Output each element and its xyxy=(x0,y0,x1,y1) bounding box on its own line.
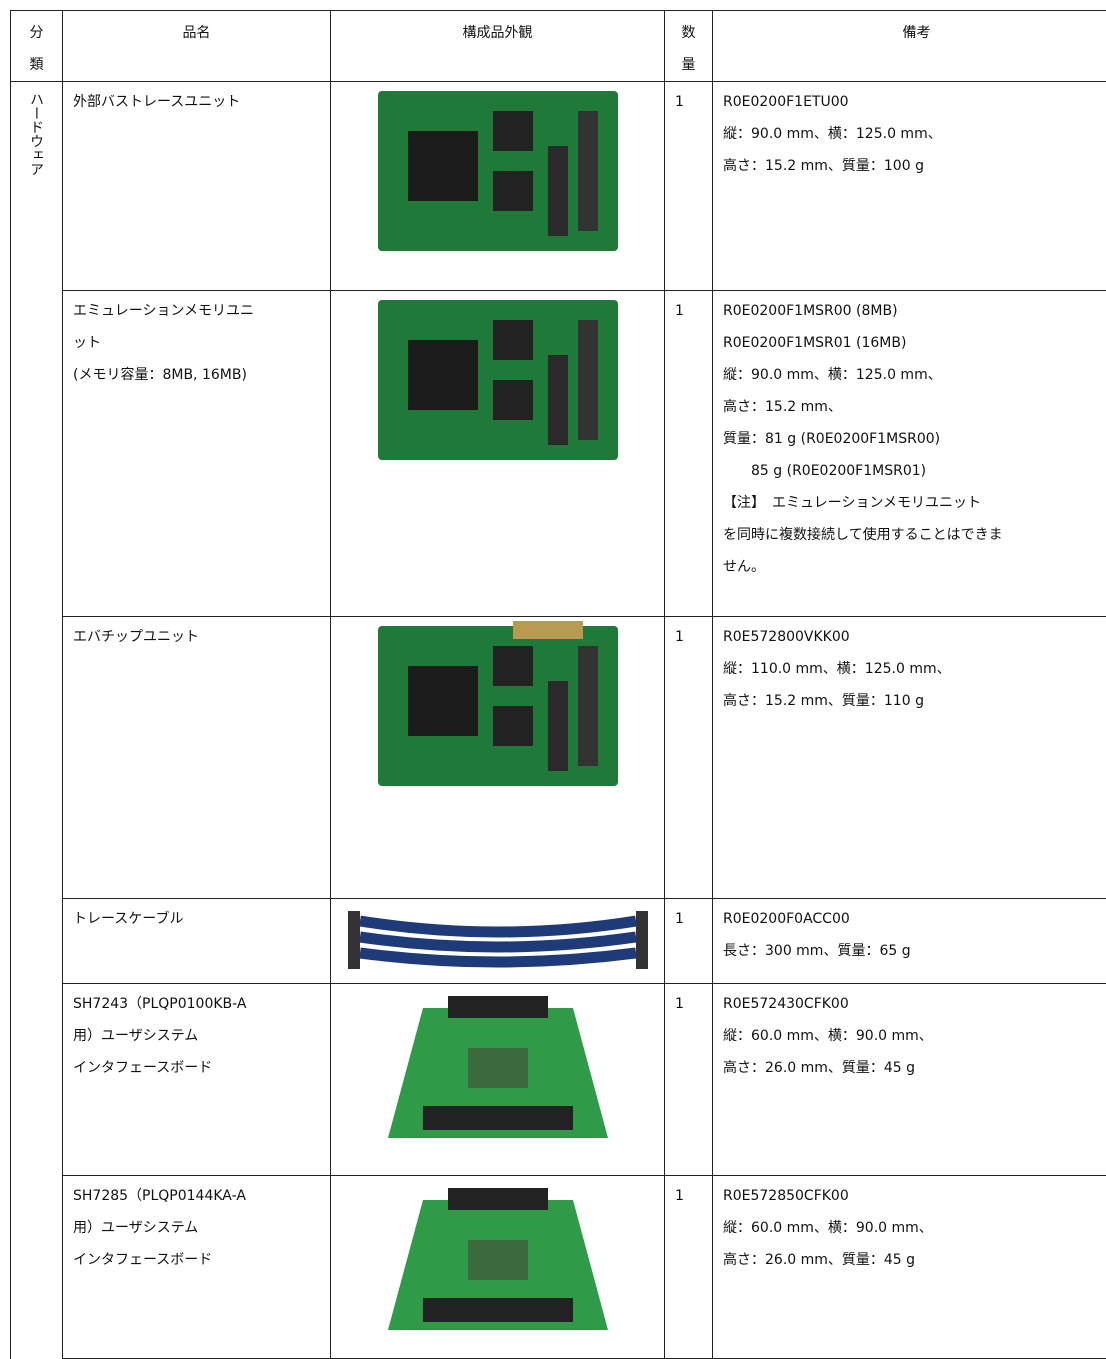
qty-cell: 1 xyxy=(665,984,713,1176)
remark-line: 縦：60.0 mm、横：90.0 mm、 xyxy=(723,1020,1106,1052)
product-photo xyxy=(363,295,633,465)
name-line: エミュレーションメモリユニ xyxy=(73,295,320,327)
category-cell: ハードウェア xyxy=(11,82,63,1359)
header-text: 数量 xyxy=(682,17,696,81)
remark-line: R0E0200F1MSR01 (16MB) xyxy=(723,327,1106,359)
header-text: 備考 xyxy=(903,25,931,41)
remark-line: R0E0200F1MSR00 (8MB) xyxy=(723,295,1106,327)
qty-text: 1 xyxy=(675,295,702,327)
header-cell: 品名 xyxy=(63,11,331,82)
remark-line: 高さ：15.2 mm、質量：110 g xyxy=(723,685,1106,717)
name-cell: 外部バストレースユニット xyxy=(63,82,331,291)
name-cell: トレースケーブル xyxy=(63,899,331,984)
qty-cell: 1 xyxy=(665,899,713,984)
name-line: トレースケーブル xyxy=(73,903,320,935)
header-cell: 備考 xyxy=(713,11,1106,82)
remark-line: R0E572430CFK00 xyxy=(723,988,1106,1020)
name-line: 用）ユーザシステム xyxy=(73,1212,320,1244)
qty-cell: 1 xyxy=(665,617,713,899)
remark-line: 縦：90.0 mm、横：125.0 mm、 xyxy=(723,359,1106,391)
remark-line: 高さ：15.2 mm、質量：100 g xyxy=(723,150,1106,182)
name-line: (メモリ容量：8MB, 16MB) xyxy=(73,359,320,391)
name-line: ット xyxy=(73,327,320,359)
name-line: 用）ユーザシステム xyxy=(73,1020,320,1052)
remark-line: 縦：60.0 mm、横：90.0 mm、 xyxy=(723,1212,1106,1244)
remark-line: R0E572800VKK00 xyxy=(723,621,1106,653)
qty-cell: 1 xyxy=(665,82,713,291)
header-text: 構成品外観 xyxy=(463,25,533,41)
header-row: 分類 品名 構成品外観 数量 備考 xyxy=(11,11,1106,82)
qty-text: 1 xyxy=(675,903,702,935)
product-photo xyxy=(348,903,648,975)
remark-line: 高さ：26.0 mm、質量：45 g xyxy=(723,1244,1106,1276)
header-cell: 構成品外観 xyxy=(331,11,665,82)
product-photo xyxy=(363,86,633,256)
product-photo xyxy=(363,988,633,1158)
header-cell: 分類 xyxy=(11,11,63,82)
name-line: SH7285（PLQP0144KA-A xyxy=(73,1180,320,1212)
name-line: インタフェースボード xyxy=(73,1052,320,1084)
remark-line: せん。 xyxy=(723,551,1106,583)
remarks-cell: R0E0200F1MSR00 (8MB)R0E0200F1MSR01 (16MB… xyxy=(713,291,1106,617)
remark-line: 質量：81 g (R0E0200F1MSR00) xyxy=(723,423,1106,455)
remark-line: 高さ：26.0 mm、質量：45 g xyxy=(723,1052,1106,1084)
qty-text: 1 xyxy=(675,86,702,118)
image-cell xyxy=(331,899,665,984)
qty-cell: 1 xyxy=(665,291,713,617)
parts-table: 分類 品名 構成品外観 数量 備考 ハードウェア 外部バストレースユニット 1 R0E… xyxy=(10,10,1106,1359)
remark-line: 縦：110.0 mm、横：125.0 mm、 xyxy=(723,653,1106,685)
remark-line: 縦：90.0 mm、横：125.0 mm、 xyxy=(723,118,1106,150)
remark-line: を同時に複数接続して使用することはできま xyxy=(723,519,1106,551)
qty-text: 1 xyxy=(675,988,702,1020)
qty-text: 1 xyxy=(675,1180,702,1212)
name-line: インタフェースボード xyxy=(73,1244,320,1276)
name-cell: エバチップユニット xyxy=(63,617,331,899)
header-text: 品名 xyxy=(183,25,211,41)
qty-cell: 1 xyxy=(665,1176,713,1359)
remark-line: R0E0200F0ACC00 xyxy=(723,903,1106,935)
product-photo xyxy=(363,621,633,791)
remark-line: 【注】 エミュレーションメモリユニット xyxy=(723,487,1106,519)
image-cell xyxy=(331,984,665,1176)
image-cell xyxy=(331,82,665,291)
name-line: 外部バストレースユニット xyxy=(73,86,320,118)
header-text: 分類 xyxy=(30,17,44,81)
product-photo xyxy=(363,1180,633,1350)
remark-line: R0E572850CFK00 xyxy=(723,1180,1106,1212)
name-cell: エミュレーションメモリユニット(メモリ容量：8MB, 16MB) xyxy=(63,291,331,617)
name-line: エバチップユニット xyxy=(73,621,320,653)
remark-line: 85 g (R0E0200F1MSR01) xyxy=(723,455,1106,487)
header-cell: 数量 xyxy=(665,11,713,82)
item-row: エミュレーションメモリユニット(メモリ容量：8MB, 16MB) 1 R0E0200… xyxy=(11,291,1106,617)
remark-line: 高さ：15.2 mm、 xyxy=(723,391,1106,423)
remark-line: R0E0200F1ETU00 xyxy=(723,86,1106,118)
image-cell xyxy=(331,291,665,617)
image-cell xyxy=(331,617,665,899)
image-cell xyxy=(331,1176,665,1359)
category-text: ハードウェア xyxy=(25,82,47,176)
qty-text: 1 xyxy=(675,621,702,653)
remark-line: 長さ：300 mm、質量：65 g xyxy=(723,935,1106,967)
name-line: SH7243（PLQP0100KB-A xyxy=(73,988,320,1020)
